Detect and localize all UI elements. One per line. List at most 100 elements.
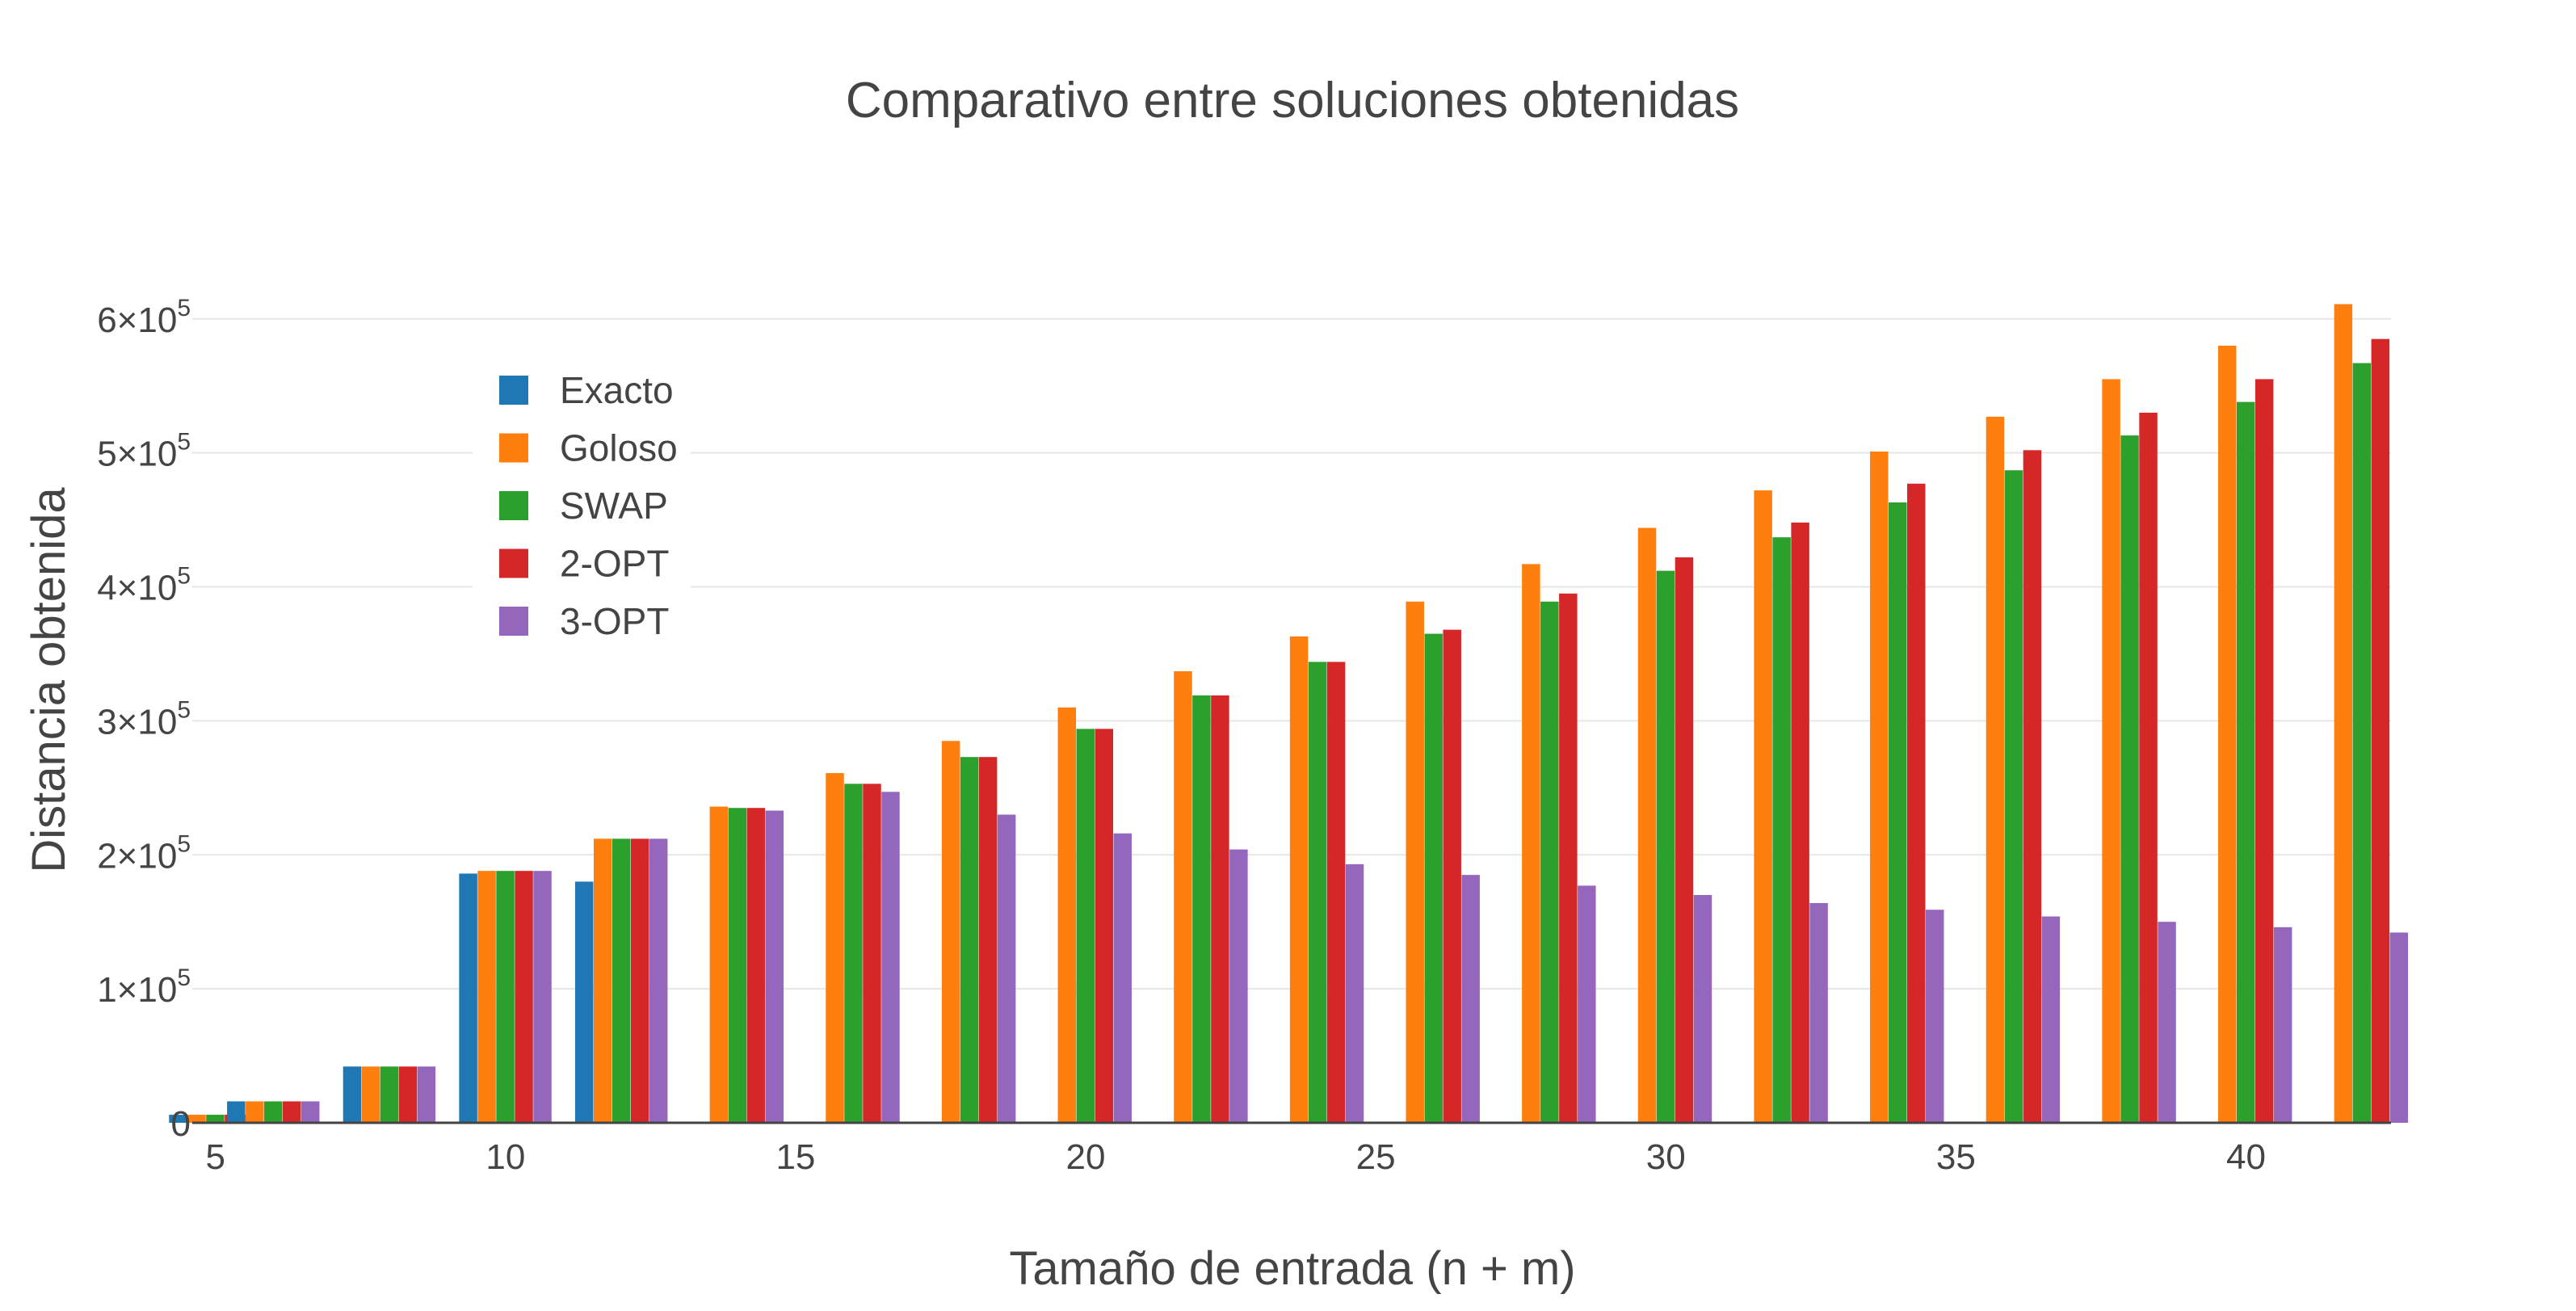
bar-2-opt [515,871,533,1123]
bar-2-opt [1675,557,1694,1123]
bar-3-opt [2273,927,2292,1123]
x-tick-label: 25 [1356,1137,1396,1177]
y-tick-exponent: 5 [177,295,191,321]
bar-goloso [2334,304,2353,1123]
bar-swap [380,1066,399,1123]
bar-goloso [1522,564,1540,1123]
bar-3-opt [1809,902,1828,1123]
bar-3-opt [2041,916,2061,1123]
x-tick-label: 20 [1066,1137,1106,1177]
bar-3-opt [1113,833,1132,1123]
bar-2-opt [2371,338,2390,1124]
bar-2-opt [978,757,998,1123]
legend: Exacto Goloso SWAP 2-OPT 3-OPT [473,355,691,654]
bar-3-opt [1345,863,1364,1123]
bar-swap [1192,695,1211,1123]
legend-swatch [499,491,528,520]
bar-goloso [2217,345,2237,1123]
x-tick-label: 10 [485,1137,525,1177]
bar-3-opt [1693,895,1712,1123]
bar-swap [1889,502,1907,1123]
bar-3-opt [1925,910,1944,1123]
bar-2-opt [1211,695,1229,1123]
bar-2-opt [1326,662,1346,1123]
y-tick-base: 5×10 [97,435,177,474]
bar-goloso [246,1101,264,1123]
y-tick-label: 0 [171,1104,191,1144]
bar-swap [1656,570,1675,1123]
legend-swatch [499,433,528,463]
x-axis-ticks: 5 10 15 20 25 30 35 40 [205,1137,2265,1177]
bar-swap [1076,729,1095,1123]
bar-3-opt [1578,885,1596,1123]
bar-swap [2004,470,2023,1123]
legend-swatch [499,607,528,636]
bar-2-opt [2023,450,2042,1123]
bar-swap [496,871,515,1123]
legend-swatch [499,376,528,405]
legend-swatch [499,548,528,578]
y-tick-exponent: 5 [177,964,191,991]
legend-label: Exacto [560,369,674,411]
legend-label: 2-OPT [560,543,669,585]
bar-goloso [1174,671,1192,1123]
bar-swap [1424,633,1443,1123]
legend-label: Goloso [560,427,678,469]
bar-goloso [1986,416,2005,1123]
y-tick-label: 1×105 [97,964,191,1010]
bar-2-opt [2255,379,2274,1123]
y-tick-base: 6×10 [97,300,177,340]
bar-goloso [1637,527,1657,1123]
bar-swap [844,784,863,1123]
bar-goloso [361,1066,380,1123]
bar-goloso [1870,451,1889,1123]
bar-2-opt [398,1066,418,1123]
y-tick-base: 2×10 [97,836,177,876]
bar-goloso [826,773,844,1123]
bar-swap [1540,601,1559,1123]
bar-swap [264,1101,283,1123]
y-tick-exponent: 5 [177,429,191,456]
x-tick-label: 35 [1936,1137,1976,1177]
bar-swap [728,808,747,1123]
bar-3-opt [1461,875,1480,1123]
bar-goloso [1057,707,1077,1123]
legend-label: 3-OPT [560,600,669,642]
bar-2-opt [1095,729,1114,1123]
bar-3-opt [2158,922,2176,1123]
bar-goloso [593,838,612,1123]
bar-goloso [1406,601,1424,1123]
bar-swap [960,757,979,1123]
y-tick-exponent: 5 [177,696,191,723]
y-tick-label: 4×105 [97,563,191,608]
y-tick-label: 6×105 [97,295,191,340]
bar-2-opt [283,1101,301,1123]
bar-swap [206,1115,225,1123]
bar-2-opt [630,838,649,1123]
legend-label: SWAP [560,485,668,527]
bar-2-opt [746,808,766,1123]
x-tick-label: 5 [205,1137,225,1177]
y-tick-base: 1×10 [97,970,177,1010]
bar-3-opt [1229,849,1248,1123]
bar-3-opt [649,838,668,1123]
bar-goloso [1754,490,1772,1123]
y-tick-label: 3×105 [97,696,191,742]
bar-3-opt [2389,932,2409,1123]
bar-2-opt [2139,412,2158,1123]
bar-3-opt [301,1101,320,1123]
bar-exacto [342,1066,362,1123]
bar-3-opt [533,871,552,1123]
bar-3-opt [997,814,1016,1123]
chart-title: Comparativo entre soluciones obtenidas [846,73,1739,128]
bar-exacto [575,881,594,1123]
bar-goloso [477,871,496,1123]
x-tick-label: 15 [775,1137,815,1177]
y-axis-title: Distancia obtenida [23,487,75,873]
bar-swap [1772,537,1791,1123]
bar-3-opt [881,792,900,1123]
bar-goloso [1289,636,1309,1123]
bar-swap [611,838,631,1123]
